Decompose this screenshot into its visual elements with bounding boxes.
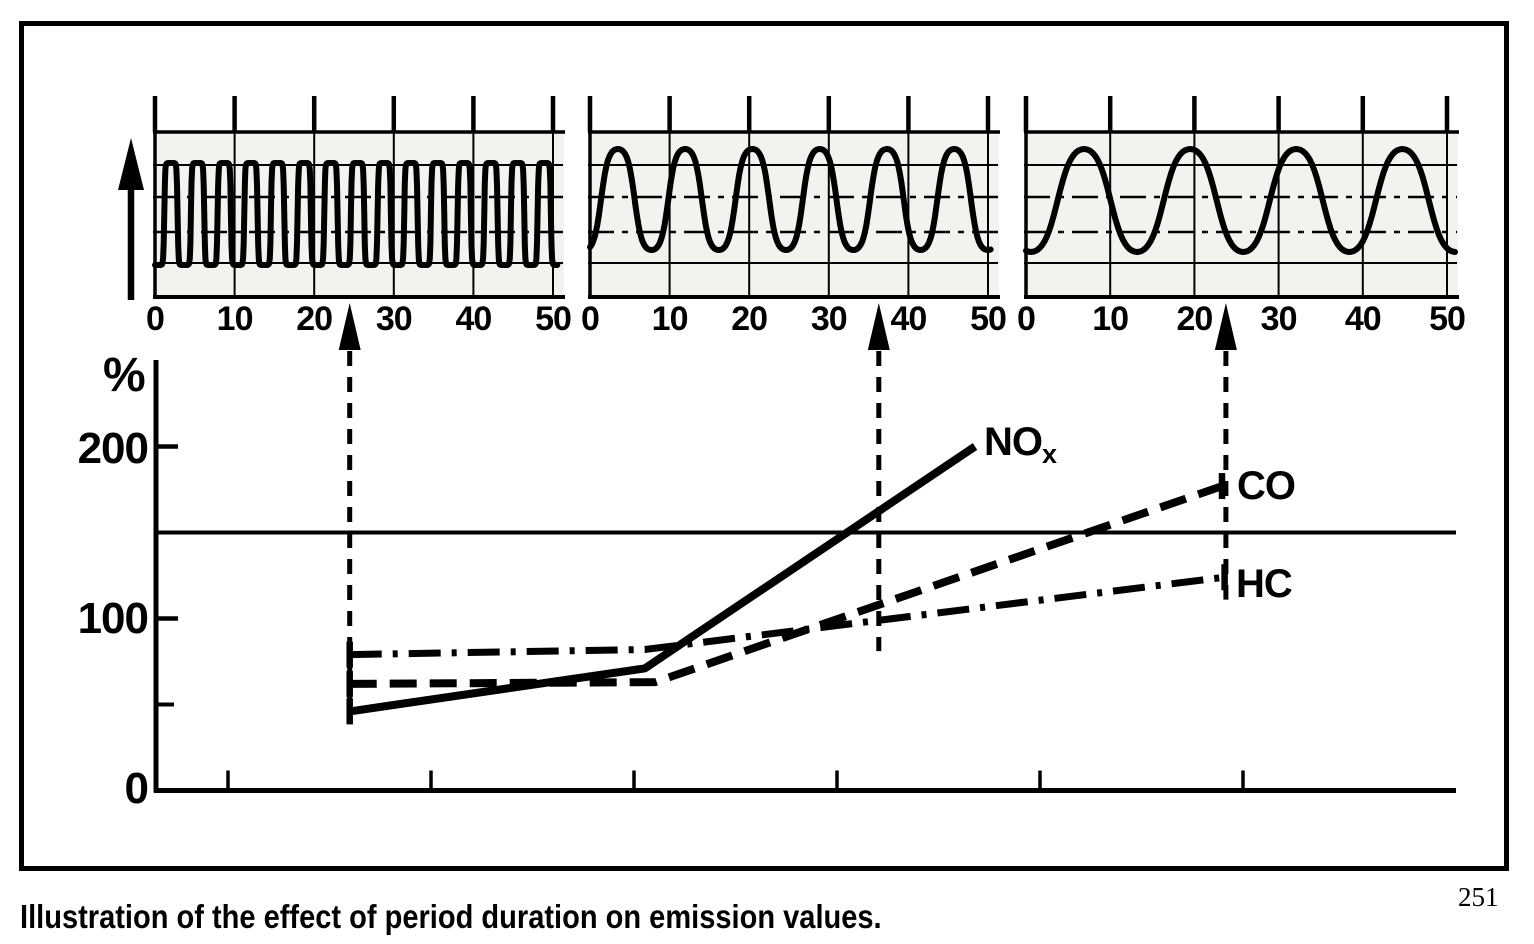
waveform-medium-period-background: [589, 132, 999, 297]
co-series-label: CO: [1237, 464, 1296, 508]
waveform-short-period-trace: [152, 160, 561, 268]
waveform-medium-period-trace: [587, 146, 994, 253]
period-arrow-3-head: [1214, 303, 1237, 350]
series-hc-line: [349, 573, 1226, 659]
waveform-short-period-x-tick-label: 40: [455, 300, 492, 338]
y-tick-label-100: 100: [77, 594, 149, 643]
waveform-short-period-x-tick-label: 0: [146, 300, 165, 338]
waveform-medium-period-x-tick-label: 20: [731, 300, 768, 338]
series-co-line: [349, 482, 1224, 688]
waveform-short-period-x-tick-label: 30: [375, 300, 413, 338]
nox-series-label-subscript: x: [1042, 439, 1057, 469]
waveform-long-period-x-tick-label: 50: [1429, 300, 1466, 338]
nox-series-label: NOx: [984, 420, 1057, 470]
waveform-y-axis-arrow-head: [118, 138, 144, 190]
waveform-long-period-trace: [1023, 146, 1458, 255]
y-tick-label-200: 200: [77, 424, 149, 473]
waveform-short-period-x-tick-label: 50: [535, 300, 572, 338]
page-number: 251: [1458, 882, 1499, 912]
figure-caption: Illustration of the effect of period dur…: [20, 898, 882, 935]
waveform-short-period-x-tick-label: 10: [216, 300, 254, 338]
waveform-medium-period-x-tick-label: 10: [651, 300, 689, 338]
figure-border: [19, 21, 1509, 871]
period-arrow-2-head: [867, 303, 890, 350]
series-nox-line: [349, 443, 978, 716]
period-arrow-1-head: [338, 303, 361, 350]
waveform-medium-period-x-tick-label: 0: [581, 300, 600, 338]
waveform-medium-period-x-tick-label: 40: [890, 300, 927, 338]
waveform-medium-period-x-tick-label: 50: [970, 300, 1007, 338]
waveform-long-period-x-tick-label: 30: [1260, 300, 1298, 338]
waveform-long-period-x-tick-label: 20: [1176, 300, 1213, 338]
hc-series-label: HC: [1236, 562, 1293, 606]
y-axis-unit-label: %: [103, 349, 146, 402]
y-tick-label-0: 0: [124, 764, 149, 813]
nox-series-label-text: NO: [984, 420, 1043, 464]
waveform-medium-period-x-tick-label: 30: [810, 300, 848, 338]
waveform-long-period-x-tick-label: 10: [1092, 300, 1129, 338]
waveform-long-period-x-tick-label: 0: [1017, 300, 1036, 338]
waveform-long-period-x-tick-label: 40: [1344, 300, 1382, 338]
waveform-short-period-x-tick-label: 20: [296, 300, 333, 338]
